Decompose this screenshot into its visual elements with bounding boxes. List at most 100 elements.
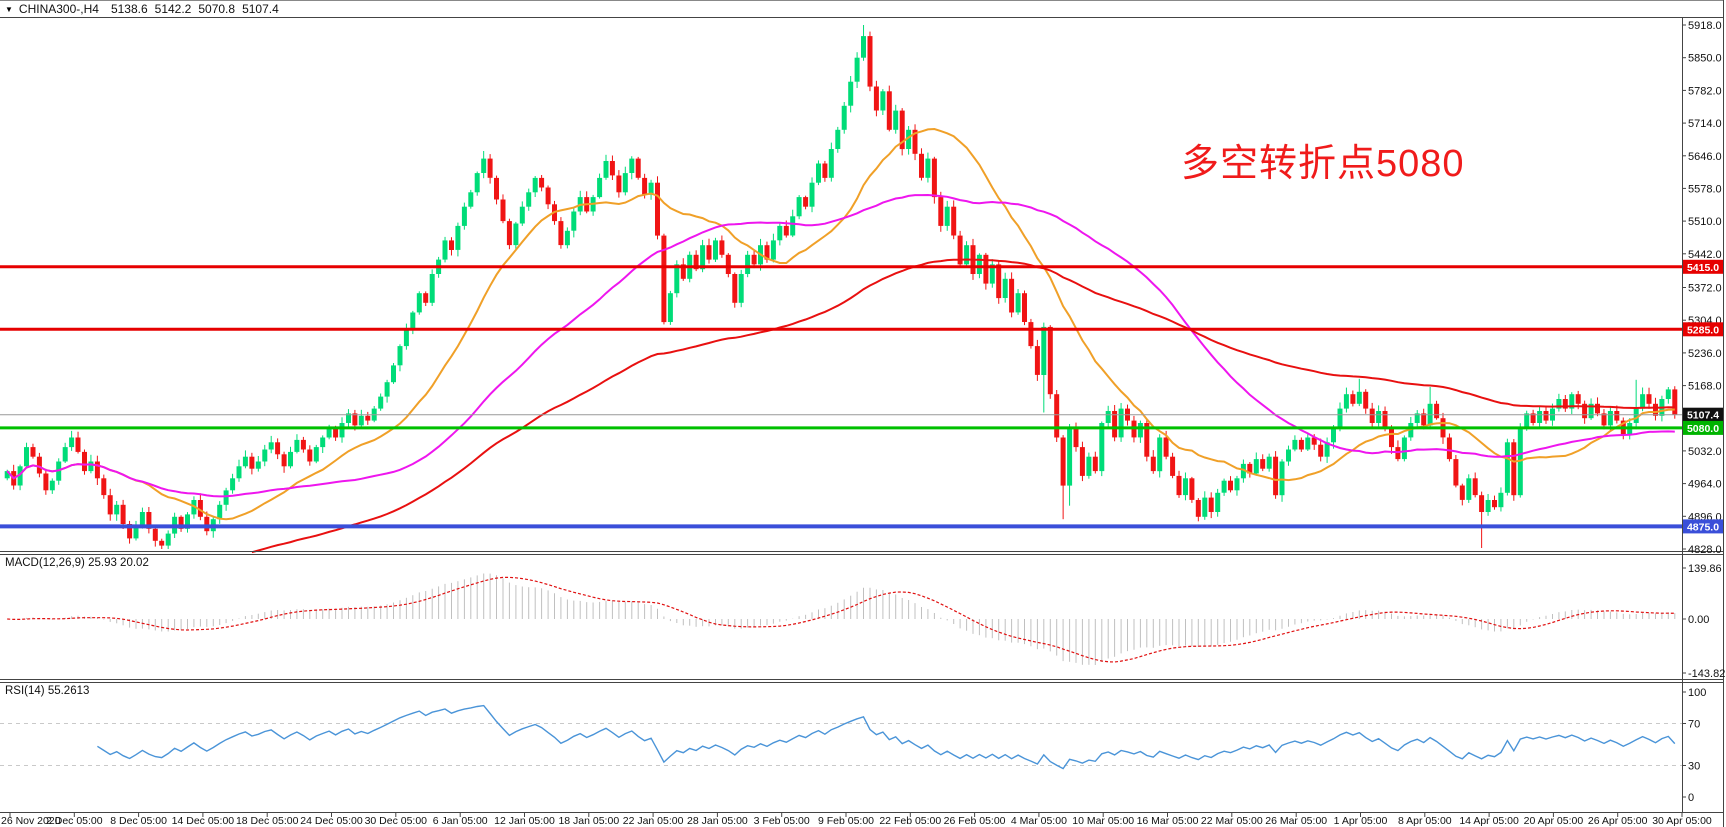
candle-body bbox=[1472, 478, 1478, 496]
candle-body bbox=[938, 197, 944, 226]
candle-body bbox=[481, 158, 487, 173]
candle-body bbox=[603, 161, 609, 178]
time-axis-label: 8 Apr 05:00 bbox=[1398, 815, 1452, 827]
candle-body bbox=[378, 396, 384, 409]
candle-body bbox=[1202, 497, 1208, 517]
candle-body bbox=[1376, 411, 1382, 423]
price-axis-label: 5510.0 bbox=[1688, 216, 1722, 228]
candle-body bbox=[1446, 437, 1452, 460]
candle-body bbox=[564, 230, 570, 246]
candle-body bbox=[809, 182, 815, 207]
price-tag-label: 5080.0 bbox=[1687, 423, 1719, 435]
symbol-name: CHINA300-,H4 bbox=[18, 2, 99, 16]
candle-body bbox=[204, 516, 210, 532]
candle-body bbox=[725, 254, 731, 274]
candle-body bbox=[539, 177, 545, 188]
candle-body bbox=[442, 240, 448, 260]
time-axis-label: 22 Mar 05:00 bbox=[1201, 815, 1263, 827]
macd-axis-label: 0.00 bbox=[1688, 614, 1709, 626]
candle-body bbox=[597, 177, 603, 198]
price-axis-label: 5032.0 bbox=[1688, 446, 1722, 458]
candle-body bbox=[1562, 399, 1568, 409]
time-axis-label: 24 Dec 05:00 bbox=[300, 815, 363, 827]
candle-body bbox=[545, 187, 551, 205]
candle-body bbox=[816, 163, 821, 183]
candle-body bbox=[288, 451, 293, 467]
candle-body bbox=[571, 211, 577, 231]
moving-average-line bbox=[251, 258, 1675, 554]
candle-body bbox=[777, 225, 783, 241]
candle-body bbox=[719, 240, 725, 255]
time-axis[interactable] bbox=[0, 813, 1682, 827]
time-axis-label: 26 Nov 2020 bbox=[1, 815, 61, 827]
time-axis-label: 22 Feb 05:00 bbox=[879, 815, 941, 827]
candle-body bbox=[1382, 411, 1388, 428]
macd-indicator-label: MACD(12,26,9) 25.93 20.02 bbox=[5, 557, 149, 569]
time-axis-label: 26 Feb 05:00 bbox=[944, 815, 1006, 827]
candle-body bbox=[223, 490, 229, 505]
candle-body bbox=[996, 264, 1002, 299]
candle-body bbox=[893, 110, 899, 130]
candle-body bbox=[1022, 293, 1027, 322]
candle-body bbox=[558, 221, 564, 246]
candle-body bbox=[62, 447, 68, 462]
rsi-line bbox=[97, 704, 1676, 770]
candle-body bbox=[403, 329, 409, 347]
candle-body bbox=[1665, 389, 1671, 399]
candle-body bbox=[732, 274, 738, 303]
candle-body bbox=[944, 206, 950, 226]
candle-body bbox=[1215, 492, 1221, 512]
candle-body bbox=[635, 158, 641, 178]
candle-body bbox=[828, 149, 834, 178]
price-tag bbox=[1683, 519, 1723, 534]
time-axis-label: 16 Mar 05:00 bbox=[1137, 815, 1199, 827]
candle-body bbox=[783, 225, 789, 236]
candle-body bbox=[17, 466, 23, 486]
candle-body bbox=[1318, 444, 1324, 457]
candle-body bbox=[1118, 408, 1124, 438]
candle-body bbox=[899, 110, 905, 150]
pivot-annotation-text: 多空转折点5080 bbox=[1181, 143, 1465, 185]
candle-body bbox=[120, 504, 126, 524]
candle-body bbox=[1485, 500, 1491, 512]
candle-body bbox=[1247, 463, 1253, 474]
candle-body bbox=[159, 540, 165, 546]
price-axis-label: 5578.0 bbox=[1688, 183, 1722, 195]
rsi-axis-label: 70 bbox=[1688, 719, 1700, 731]
candle-body bbox=[674, 264, 680, 294]
candle-body bbox=[1041, 326, 1047, 375]
price-tag-label: 4875.0 bbox=[1687, 521, 1719, 533]
candle-body bbox=[873, 86, 879, 111]
rsi-indicator-label: RSI(14) 55.2613 bbox=[5, 685, 90, 697]
candle-body bbox=[487, 158, 493, 178]
candle-body bbox=[1240, 463, 1246, 479]
ohlc-close: 5107.4 bbox=[242, 2, 279, 16]
candle-body bbox=[1054, 394, 1060, 438]
price-tag bbox=[1683, 407, 1723, 422]
candle-body bbox=[82, 451, 87, 472]
candle-body bbox=[24, 447, 29, 467]
candle-body bbox=[835, 129, 841, 149]
candle-body bbox=[281, 454, 287, 467]
macd-axis-label: -143.82 bbox=[1688, 668, 1725, 680]
candle-body bbox=[500, 199, 506, 222]
candle-body bbox=[391, 365, 396, 383]
candle-body bbox=[1208, 497, 1214, 512]
candle-body bbox=[609, 161, 615, 176]
candle-body bbox=[1601, 413, 1607, 426]
macd-axis-label: 139.86 bbox=[1688, 563, 1722, 575]
candle-body bbox=[1234, 478, 1240, 491]
candle-body bbox=[36, 456, 42, 474]
candle-body bbox=[307, 449, 313, 462]
rsi-axis-label: 0 bbox=[1688, 792, 1694, 804]
candle-body bbox=[906, 129, 912, 149]
price-axis[interactable] bbox=[1683, 18, 1724, 812]
candle-body bbox=[313, 447, 319, 462]
time-axis-label: 10 Mar 05:00 bbox=[1072, 815, 1134, 827]
time-axis-label: 22 Jan 05:00 bbox=[623, 815, 684, 827]
candle-body bbox=[1170, 456, 1176, 476]
time-axis-label: 9 Feb 05:00 bbox=[818, 815, 874, 827]
price-tag bbox=[1683, 420, 1723, 435]
